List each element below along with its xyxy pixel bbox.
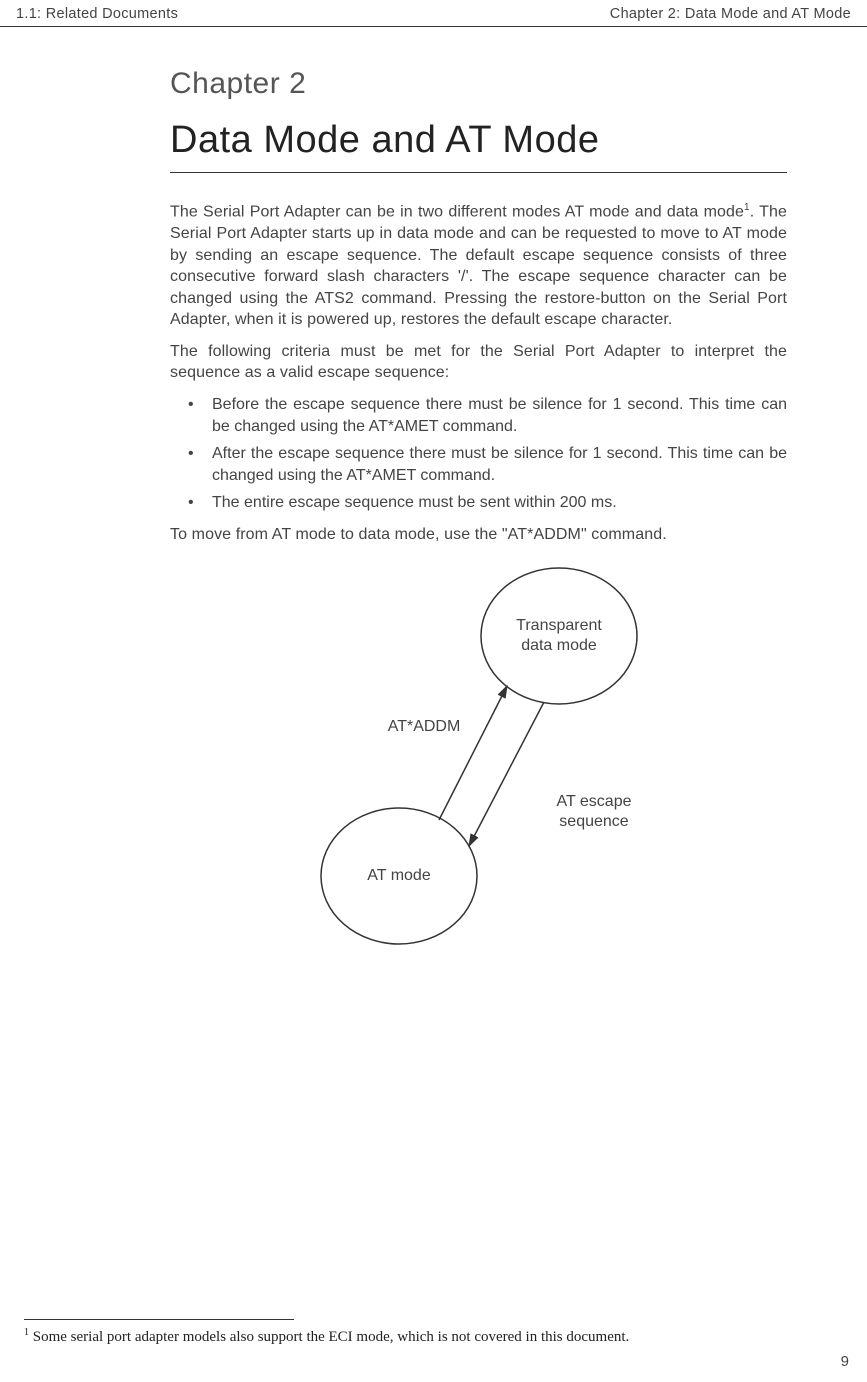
svg-text:data mode: data mode xyxy=(521,637,597,654)
chapter-label: Chapter 2 xyxy=(170,67,787,101)
header-right: Chapter 2: Data Mode and AT Mode xyxy=(610,6,851,22)
svg-text:Transparent: Transparent xyxy=(516,617,602,634)
bullet-list: Before the escape sequence there must be… xyxy=(170,394,787,514)
p1-part-a: The Serial Port Adapter can be in two di… xyxy=(170,203,744,220)
header-left: 1.1: Related Documents xyxy=(16,6,178,22)
bullet-item: After the escape sequence there must be … xyxy=(170,443,787,486)
footnote: 1 Some serial port adapter models also s… xyxy=(24,1327,629,1346)
page-header: 1.1: Related Documents Chapter 2: Data M… xyxy=(0,0,867,27)
svg-text:sequence: sequence xyxy=(559,813,628,830)
paragraph-1: The Serial Port Adapter can be in two di… xyxy=(170,201,787,331)
footnote-text: Some serial port adapter models also sup… xyxy=(29,1329,629,1345)
bullet-item: Before the escape sequence there must be… xyxy=(170,394,787,437)
p1-part-b: . The Serial Port Adapter starts up in d… xyxy=(170,203,787,328)
svg-text:AT*ADDM: AT*ADDM xyxy=(387,718,460,735)
footnote-separator xyxy=(24,1319,294,1320)
page-number: 9 xyxy=(841,1353,849,1370)
state-diagram: Transparent data mode AT mode AT*ADDM AT esc… xyxy=(170,556,787,966)
paragraph-2: The following criteria must be met for t… xyxy=(170,341,787,384)
paragraph-3: To move from AT mode to data mode, use t… xyxy=(170,524,787,546)
diagram-svg: Transparent data mode AT mode AT*ADDM AT esc… xyxy=(219,556,739,966)
chapter-title: Data Mode and AT Mode xyxy=(170,119,787,173)
bullet-item: The entire escape sequence must be sent … xyxy=(170,492,787,514)
svg-text:AT mode: AT mode xyxy=(367,867,431,884)
svg-text:AT escape: AT escape xyxy=(556,793,631,810)
page-content: Chapter 2 Data Mode and AT Mode The Seri… xyxy=(0,27,867,966)
